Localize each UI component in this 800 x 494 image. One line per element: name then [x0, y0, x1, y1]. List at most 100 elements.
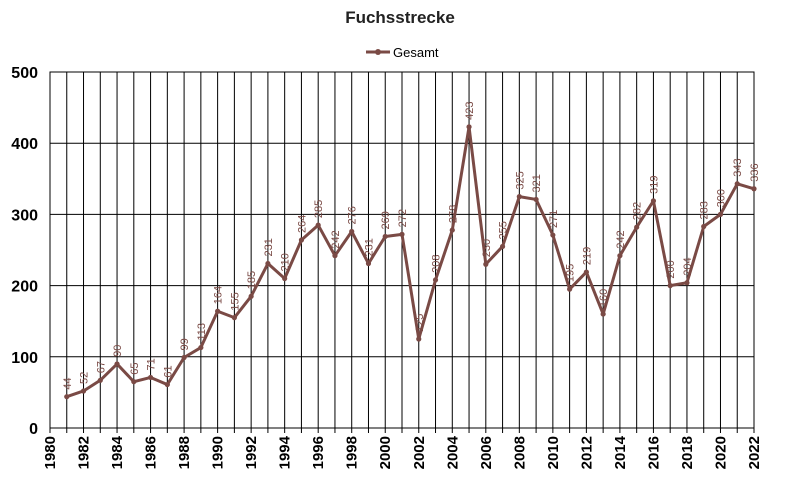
data-point: [583, 269, 589, 275]
data-label: 164: [213, 286, 225, 304]
x-tick-label: 1992: [243, 436, 260, 469]
data-label: 210: [280, 253, 292, 271]
data-label: 195: [565, 264, 577, 282]
data-label: 325: [514, 171, 526, 189]
data-point: [332, 253, 338, 259]
data-point: [684, 280, 690, 286]
x-tick-label: 2012: [578, 436, 595, 469]
x-tick-label: 1990: [210, 436, 227, 469]
y-tick-label: 400: [11, 136, 38, 153]
data-point: [634, 224, 640, 230]
legend-label: Gesamt: [393, 45, 439, 60]
data-point: [382, 233, 388, 240]
data-point: [265, 260, 271, 267]
data-point: [164, 381, 170, 388]
data-point: [114, 361, 120, 367]
data-label: 160: [598, 289, 610, 307]
data-point: [449, 227, 455, 233]
x-tick-label: 2018: [679, 436, 696, 469]
data-label: 230: [481, 239, 493, 257]
data-point: [282, 275, 288, 282]
x-tick-label: 2006: [478, 436, 495, 469]
data-label: 231: [363, 238, 375, 256]
data-point: [198, 344, 204, 351]
data-label: 67: [95, 361, 107, 373]
y-tick-label: 100: [11, 350, 38, 367]
x-tick-label: 2002: [411, 436, 428, 469]
data-point: [80, 388, 87, 394]
x-tick-label: 1986: [143, 436, 160, 469]
data-label: 61: [162, 365, 174, 377]
data-label: 278: [447, 205, 459, 223]
data-point: [231, 315, 237, 321]
data-point: [483, 261, 489, 267]
y-tick-label: 200: [11, 279, 38, 296]
data-label: 282: [632, 202, 644, 220]
data-label: 276: [347, 206, 359, 224]
chart-title: Fuchsstrecke: [345, 8, 455, 27]
data-label: 208: [431, 255, 443, 273]
data-label: 125: [414, 314, 426, 332]
data-label: 219: [581, 247, 593, 265]
legend-marker: [375, 49, 381, 55]
data-label: 242: [615, 230, 627, 248]
data-label: 242: [330, 230, 342, 248]
data-label: 271: [548, 210, 560, 228]
x-tick-label: 1980: [42, 436, 59, 469]
y-tick-label: 500: [11, 65, 38, 82]
data-label: 231: [263, 238, 275, 256]
data-label: 155: [229, 292, 241, 310]
data-point: [650, 198, 657, 204]
data-label: 52: [79, 372, 91, 384]
data-label: 204: [682, 257, 694, 275]
x-tick-label: 2004: [444, 435, 461, 469]
data-label: 71: [146, 358, 158, 370]
data-point: [550, 232, 556, 238]
data-point: [248, 293, 254, 299]
data-label: 423: [464, 101, 476, 119]
x-tick-label: 2008: [511, 436, 528, 469]
data-point: [533, 196, 539, 203]
data-point: [416, 336, 422, 342]
data-point: [298, 237, 305, 243]
data-point: [600, 311, 606, 317]
data-point: [181, 354, 187, 361]
data-label: 44: [62, 377, 74, 389]
x-tick-label: 2016: [645, 436, 662, 469]
data-point: [349, 228, 355, 235]
data-label: 269: [380, 211, 392, 229]
data-point: [717, 211, 724, 217]
data-point: [365, 260, 372, 267]
x-tick-label: 1998: [344, 436, 361, 469]
data-point: [734, 181, 740, 187]
data-label: 272: [397, 209, 409, 227]
data-label: 65: [129, 362, 141, 374]
data-point: [567, 286, 573, 292]
x-tick-label: 2000: [377, 436, 394, 469]
data-point: [399, 231, 405, 237]
data-label: 283: [699, 201, 711, 219]
x-tick-label: 2022: [746, 436, 763, 469]
data-point: [147, 374, 154, 381]
data-label: 285: [313, 200, 325, 218]
data-label: 343: [732, 158, 744, 176]
data-label: 90: [112, 345, 124, 357]
data-point: [499, 243, 506, 250]
x-tick-label: 2014: [612, 435, 629, 469]
x-tick-label: 2010: [545, 436, 562, 469]
data-point: [516, 194, 522, 200]
x-tick-label: 1994: [277, 435, 294, 469]
data-label: 185: [246, 271, 258, 289]
data-point: [466, 124, 472, 130]
data-label: 300: [715, 189, 727, 207]
data-point: [701, 223, 707, 230]
data-label: 99: [179, 338, 191, 350]
x-tick-label: 2020: [712, 436, 729, 469]
data-point: [215, 308, 221, 314]
x-tick-label: 1988: [176, 436, 193, 469]
data-point: [315, 222, 321, 228]
data-label: 264: [296, 215, 308, 233]
data-label: 200: [665, 260, 677, 278]
